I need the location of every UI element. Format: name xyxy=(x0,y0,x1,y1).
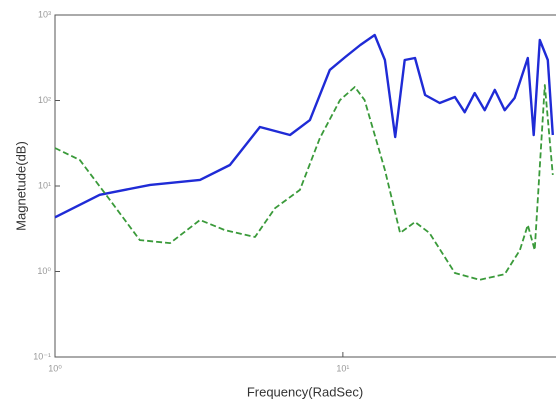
line-series xyxy=(54,84,554,281)
y-tick-label: 10⁻¹ xyxy=(33,351,51,361)
x-tick-label: 10¹ xyxy=(336,363,349,373)
x-axis-label: Frequency(RadSec) xyxy=(247,384,363,399)
y-tick-label: 10² xyxy=(38,95,51,105)
y-tick-label: 10³ xyxy=(38,9,51,19)
y-axis-label: Magnetude(dB) xyxy=(13,141,28,231)
y-tick-label: 10⁰ xyxy=(37,266,51,276)
x-tick-label: 10⁰ xyxy=(48,363,62,373)
y-tick-label: 10¹ xyxy=(38,180,51,190)
line-series xyxy=(54,33,554,219)
axis-frame xyxy=(54,14,556,358)
